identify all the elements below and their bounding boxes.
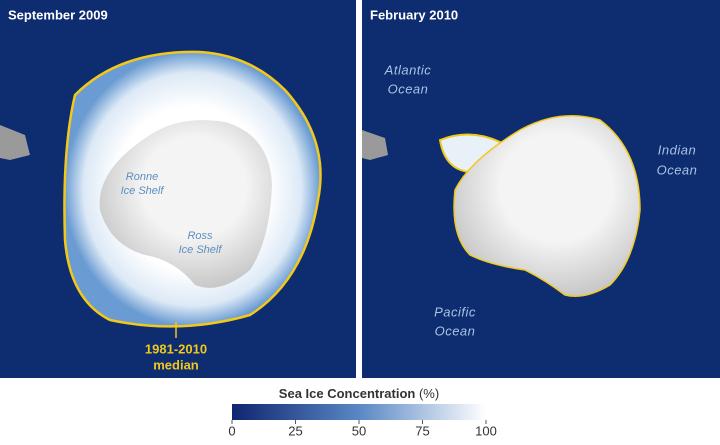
map-label: Ocean xyxy=(657,162,698,177)
land xyxy=(0,125,30,160)
tick-label: 25 xyxy=(288,423,302,438)
map-label: Ronne xyxy=(126,171,158,183)
median-label: 1981-2010 xyxy=(145,341,207,356)
median-label: median xyxy=(153,357,199,372)
colorbar xyxy=(232,404,486,420)
colorbar-unit: (%) xyxy=(419,386,439,401)
antarctica xyxy=(99,120,272,288)
land xyxy=(362,130,388,160)
colorbar-title: Sea Ice Concentration (%) xyxy=(279,386,439,401)
map-label: Ice Shelf xyxy=(121,185,165,197)
colorbar-title-text: Sea Ice Concentration xyxy=(279,386,416,401)
map-label: Ross xyxy=(187,230,213,242)
map-label: Pacific xyxy=(434,304,476,319)
panel-title: February 2010 xyxy=(370,7,458,22)
tick-label: 0 xyxy=(228,423,235,438)
map-label: Ocean xyxy=(388,81,429,96)
map-label: Ice Shelf xyxy=(179,244,223,256)
panel-title: September 2009 xyxy=(8,7,108,22)
tick-label: 100 xyxy=(475,423,497,438)
map-label: Ocean xyxy=(435,323,476,338)
median-line xyxy=(63,50,322,328)
map-label: Indian xyxy=(658,142,696,157)
tick-label: 50 xyxy=(352,423,366,438)
map-label: Atlantic xyxy=(384,62,432,77)
tick-label: 75 xyxy=(415,423,429,438)
antarctica xyxy=(453,115,641,297)
